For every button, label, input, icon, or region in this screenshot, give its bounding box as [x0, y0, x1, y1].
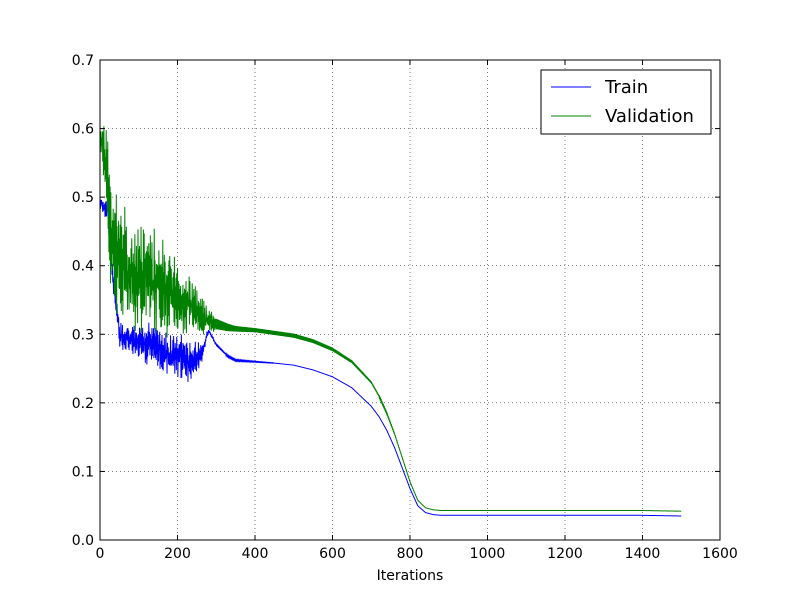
x-tick-label: 1400: [625, 546, 661, 562]
legend-label-train: Train: [604, 77, 648, 98]
series-line-validation: [100, 126, 682, 512]
x-tick-label: 600: [319, 546, 346, 562]
legend: [540, 69, 712, 135]
y-tick-label: 0.3: [72, 327, 94, 343]
x-tick-label: 1200: [547, 546, 583, 562]
y-tick-label: 0.2: [72, 396, 94, 412]
legend-label-validation: Validation: [605, 106, 694, 127]
y-tick-label: 0.5: [72, 190, 94, 206]
x-tick-label: 200: [164, 546, 191, 562]
series-line-train: [100, 198, 682, 517]
y-tick-label: 0.0: [72, 533, 94, 549]
y-tick-label: 0.6: [72, 122, 94, 138]
x-tick-label: 800: [397, 546, 424, 562]
x-tick-label: 400: [242, 546, 269, 562]
x-axis-label: Iterations: [377, 568, 444, 584]
y-tick-label: 0.7: [72, 53, 94, 69]
y-tick-label: 0.1: [72, 464, 94, 480]
x-tick-label: 1600: [702, 546, 738, 562]
x-tick-label: 0: [96, 546, 105, 562]
x-tick-label: 1000: [470, 546, 506, 562]
y-tick-label: 0.4: [72, 259, 94, 275]
